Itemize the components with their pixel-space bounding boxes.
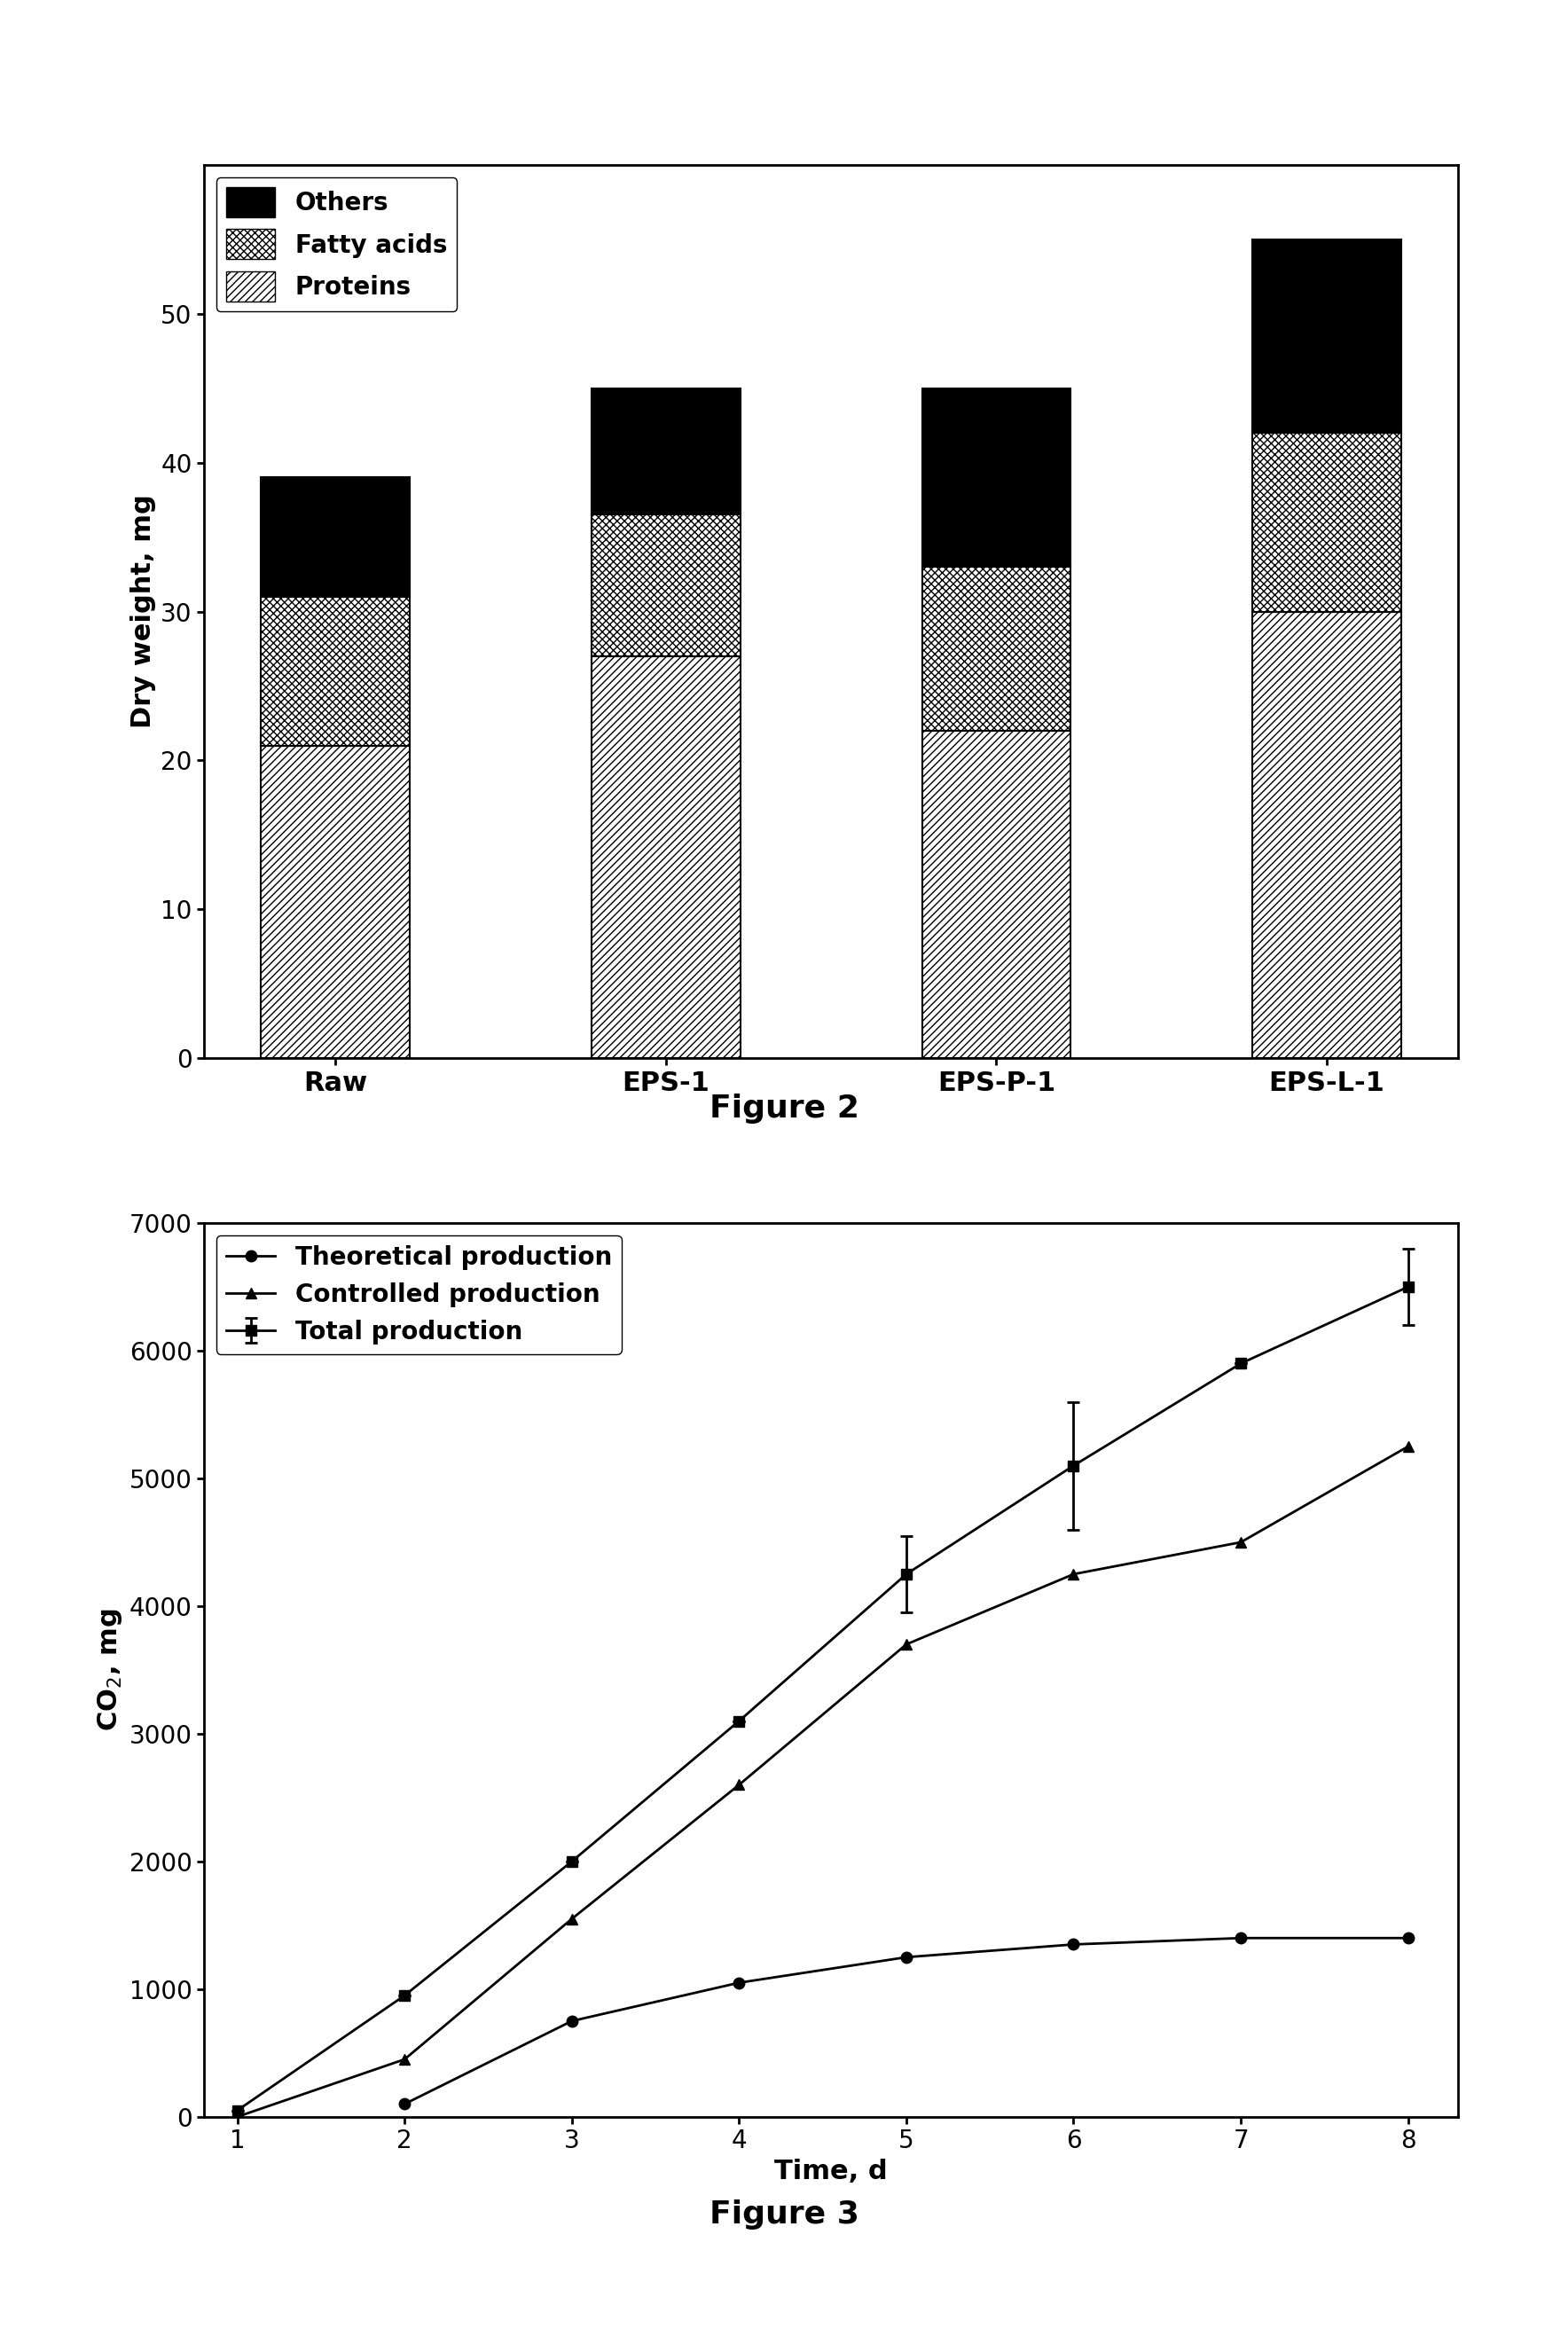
Text: Figure 3: Figure 3 — [709, 2199, 859, 2230]
Theoretical production — [395, 2091, 414, 2119]
Y-axis label: Dry weight, mg: Dry weight, mg — [130, 494, 155, 729]
Theoretical production — [1065, 1931, 1083, 1959]
Controlled production — [395, 2046, 414, 2074]
Line: Controlled production: Controlled production — [232, 1442, 1414, 2122]
X-axis label: Time, d: Time, d — [775, 2159, 887, 2185]
Controlled production — [729, 1771, 748, 1799]
Bar — [591, 656, 740, 1058]
Bar — [1253, 612, 1402, 1058]
Bar — [1253, 433, 1402, 612]
Controlled production — [1399, 1432, 1417, 1461]
Controlled production — [563, 1905, 582, 1933]
Bar — [260, 746, 409, 1058]
Bar — [591, 515, 740, 656]
Y-axis label: CO$_2$, mg: CO$_2$, mg — [96, 1609, 124, 1731]
Bar — [922, 388, 1071, 567]
Theoretical production — [1231, 1924, 1250, 1952]
Text: Figure 2: Figure 2 — [709, 1094, 859, 1124]
Controlled production — [1231, 1529, 1250, 1557]
Theoretical production — [897, 1943, 916, 1971]
Theoretical production — [1399, 1924, 1417, 1952]
Bar — [591, 388, 740, 515]
Legend: Others, Fatty acids, Proteins: Others, Fatty acids, Proteins — [216, 176, 456, 310]
Bar — [922, 731, 1071, 1058]
Bar — [260, 477, 409, 597]
Bar — [1253, 240, 1402, 433]
Controlled production — [1065, 1559, 1083, 1588]
Theoretical production — [729, 1969, 748, 1997]
Line: Theoretical production: Theoretical production — [398, 1933, 1414, 2110]
Theoretical production — [563, 2006, 582, 2034]
Controlled production — [227, 2103, 246, 2131]
Bar — [922, 567, 1071, 731]
Controlled production — [897, 1630, 916, 1658]
Legend: Theoretical production, Controlled production, Total production: Theoretical production, Controlled produ… — [216, 1235, 621, 1355]
Bar — [260, 597, 409, 746]
